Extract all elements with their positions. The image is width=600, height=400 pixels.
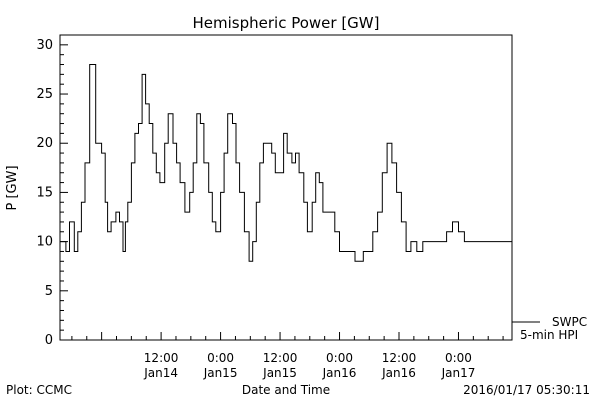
y-tick-label: 0 <box>45 333 53 348</box>
hpi-series-line <box>60 64 512 262</box>
footer-plot-credit: Plot: CCMC <box>6 383 72 397</box>
y-tick-label: 20 <box>36 136 53 151</box>
legend-label-2: 5-min HPI <box>520 328 578 342</box>
x-tick-label-time: 12:00 <box>144 351 179 365</box>
x-tick-label-date: Jan15 <box>203 366 238 380</box>
y-axis-label: P [GW] <box>5 165 20 210</box>
x-tick-label-date: Jan14 <box>143 366 178 380</box>
y-tick-label: 5 <box>45 284 53 299</box>
x-axis: 12:00Jan140:00Jan1512:00Jan150:00Jan1612… <box>71 332 504 380</box>
x-tick-label-date: Jan16 <box>381 366 416 380</box>
y-tick-label: 10 <box>36 235 53 250</box>
x-tick-label-date: Jan16 <box>322 366 357 380</box>
y-axis: 0 5 10 15 20 25 30 <box>36 34 68 348</box>
y-tick-label: 15 <box>36 185 53 200</box>
x-tick-label-date: Jan17 <box>441 366 476 380</box>
x-tick-label-time: 12:00 <box>382 351 417 365</box>
x-tick-label-time: 0:00 <box>445 351 472 365</box>
chart-title: Hemispheric Power [GW] <box>193 14 380 32</box>
x-tick-label-time: 0:00 <box>326 351 353 365</box>
plot-area <box>59 34 513 341</box>
x-tick-label-date: Jan15 <box>262 366 297 380</box>
x-axis-label: Date and Time <box>242 383 330 397</box>
x-tick-label-time: 0:00 <box>207 351 234 365</box>
y-tick-label: 30 <box>36 38 53 53</box>
x-tick-label-time: 12:00 <box>263 351 298 365</box>
footer-timestamp: 2016/01/17 05:30:11 <box>463 383 590 397</box>
y-tick-label: 25 <box>36 87 53 102</box>
legend-label-1: SWPC <box>552 315 587 329</box>
